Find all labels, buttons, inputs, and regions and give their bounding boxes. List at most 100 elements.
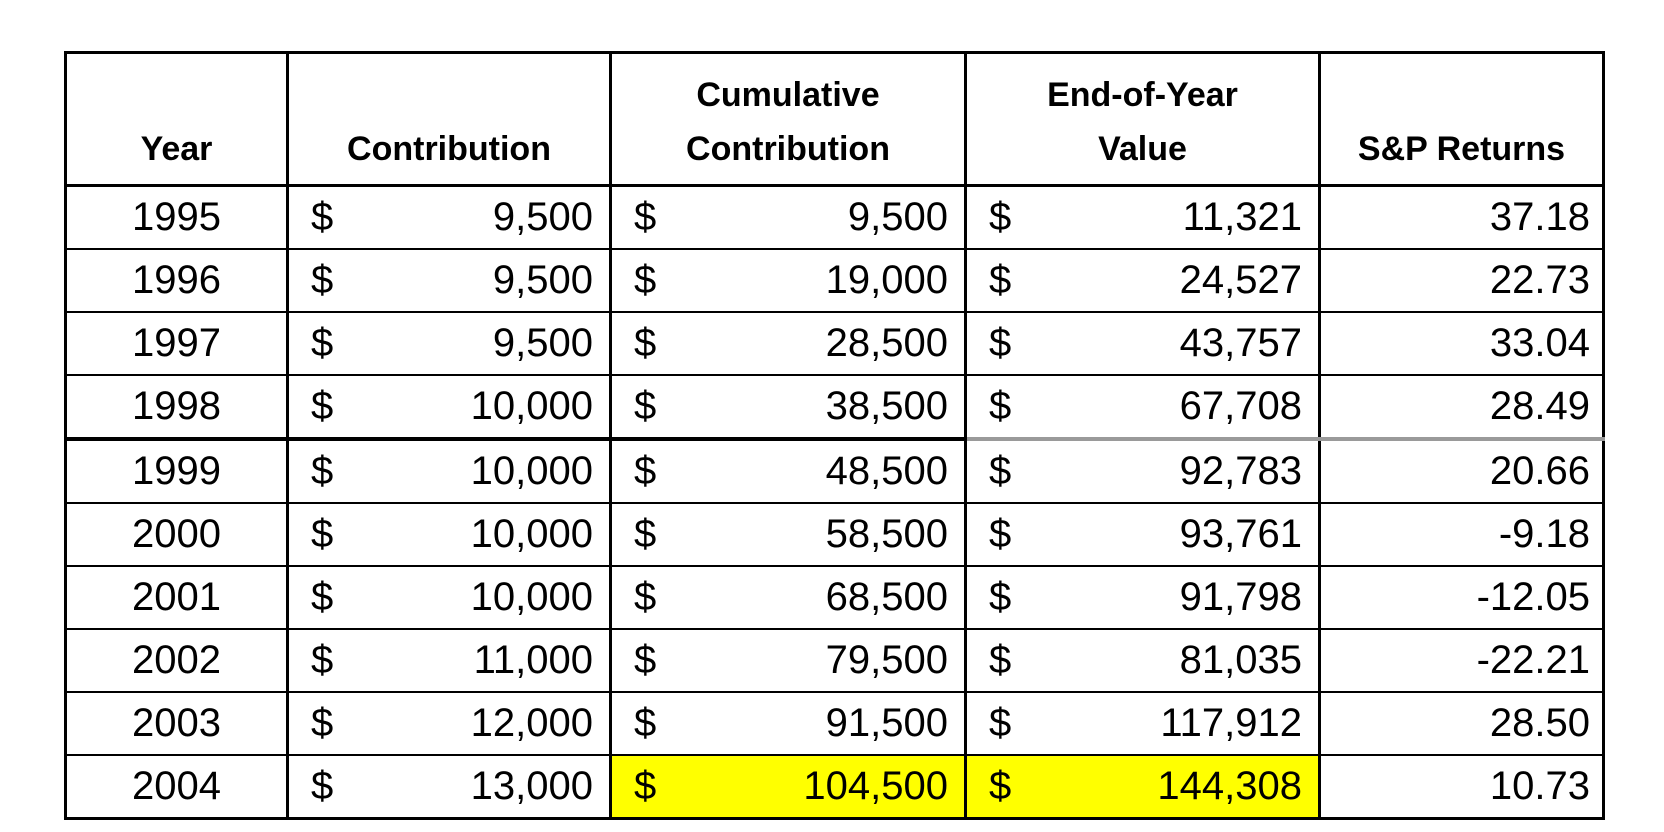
cell-contribution[interactable]: $9,500 — [286, 311, 612, 376]
amount: 19,000 — [825, 258, 948, 302]
currency-symbol: $ — [989, 764, 1012, 808]
currency-symbol: $ — [634, 258, 657, 302]
cell-end-of-year-value[interactable]: $24,527 — [964, 248, 1321, 313]
cell-cumulative-contribution[interactable]: $104,500 — [609, 754, 967, 820]
money-cell-content: $13,000 — [291, 764, 608, 809]
cell-end-of-year-value[interactable]: $91,798 — [964, 565, 1321, 630]
currency-symbol: $ — [989, 195, 1012, 239]
cell-cumulative-contribution[interactable]: $19,000 — [609, 248, 967, 313]
cell-cumulative-contribution[interactable]: $58,500 — [609, 502, 967, 567]
money-cell-content: $10,000 — [291, 449, 608, 494]
amount: 10,000 — [470, 512, 593, 556]
cell-year[interactable]: 1997 — [64, 311, 289, 376]
money-cell-content: $144,308 — [969, 764, 1317, 809]
currency-symbol: $ — [311, 449, 334, 493]
amount: 12,000 — [470, 701, 593, 745]
currency-symbol: $ — [311, 384, 334, 428]
cell-sp-return[interactable]: 33.04 — [1318, 311, 1605, 376]
cell-year[interactable]: 1998 — [64, 374, 289, 441]
currency-symbol: $ — [634, 638, 657, 682]
amount: 48,500 — [825, 449, 948, 493]
cell-end-of-year-value[interactable]: $117,912 — [964, 691, 1321, 756]
table-row-1995: 1995 $9,500 $9,500 $11,321 37.18 — [64, 184, 1605, 250]
cell-contribution[interactable]: $9,500 — [286, 184, 612, 250]
currency-symbol: $ — [311, 258, 334, 302]
cell-end-of-year-value[interactable]: $11,321 — [964, 184, 1321, 250]
amount: 10,000 — [470, 384, 593, 428]
cell-cumulative-contribution[interactable]: $48,500 — [609, 438, 967, 504]
cell-contribution[interactable]: $10,000 — [286, 374, 612, 441]
cell-year[interactable]: 2001 — [64, 565, 289, 630]
currency-symbol: $ — [634, 449, 657, 493]
cell-contribution[interactable]: $10,000 — [286, 502, 612, 567]
money-cell-content: $43,757 — [969, 321, 1317, 366]
currency-symbol: $ — [634, 764, 657, 808]
currency-symbol: $ — [634, 575, 657, 619]
cell-year[interactable]: 2000 — [64, 502, 289, 567]
cell-contribution[interactable]: $10,000 — [286, 565, 612, 630]
cell-year[interactable]: 2002 — [64, 628, 289, 693]
cell-contribution[interactable]: $9,500 — [286, 248, 612, 313]
money-cell-content: $10,000 — [291, 575, 608, 620]
amount: 144,308 — [1157, 764, 1302, 808]
currency-symbol: $ — [634, 195, 657, 239]
cell-sp-return[interactable]: -12.05 — [1318, 565, 1605, 630]
column-header-year[interactable]: Year — [64, 51, 289, 187]
cell-year[interactable]: 2004 — [64, 754, 289, 820]
cell-sp-return[interactable]: 10.73 — [1318, 754, 1605, 820]
cell-sp-return[interactable]: 22.73 — [1318, 248, 1605, 313]
column-header-end_of_year_value[interactable]: End-of-Year Value — [964, 51, 1321, 187]
currency-symbol: $ — [989, 701, 1012, 745]
cell-end-of-year-value[interactable]: $92,783 — [964, 438, 1321, 504]
amount: 28,500 — [825, 321, 948, 365]
currency-symbol: $ — [634, 384, 657, 428]
money-cell-content: $10,000 — [291, 384, 608, 429]
cell-sp-return[interactable]: 20.66 — [1318, 438, 1605, 504]
cell-cumulative-contribution[interactable]: $38,500 — [609, 374, 967, 441]
cell-year[interactable]: 1999 — [64, 438, 289, 504]
money-cell-content: $9,500 — [291, 321, 608, 366]
money-cell-content: $9,500 — [291, 258, 608, 303]
cell-end-of-year-value[interactable]: $67,708 — [964, 374, 1321, 441]
column-header-label: Contribution — [347, 130, 551, 168]
cell-contribution[interactable]: $11,000 — [286, 628, 612, 693]
currency-symbol: $ — [989, 512, 1012, 556]
cell-year[interactable]: 2003 — [64, 691, 289, 756]
cell-sp-return[interactable]: -22.21 — [1318, 628, 1605, 693]
cell-cumulative-contribution[interactable]: $28,500 — [609, 311, 967, 376]
cell-sp-return[interactable]: 28.50 — [1318, 691, 1605, 756]
cell-contribution[interactable]: $10,000 — [286, 438, 612, 504]
cell-cumulative-contribution[interactable]: $79,500 — [609, 628, 967, 693]
cell-cumulative-contribution[interactable]: $91,500 — [609, 691, 967, 756]
cell-year[interactable]: 1995 — [64, 184, 289, 250]
cell-end-of-year-value[interactable]: $43,757 — [964, 311, 1321, 376]
table-row-1996: 1996 $9,500 $19,000 $24,527 22.73 — [64, 248, 1605, 313]
cell-cumulative-contribution[interactable]: $9,500 — [609, 184, 967, 250]
amount: 9,500 — [492, 321, 593, 365]
column-header-contribution[interactable]: Contribution — [286, 51, 612, 187]
cell-end-of-year-value[interactable]: $144,308 — [964, 754, 1321, 820]
amount: 92,783 — [1179, 449, 1302, 493]
cell-contribution[interactable]: $13,000 — [286, 754, 612, 820]
column-header-cumulative_contribution[interactable]: Cumulative Contribution — [609, 51, 967, 187]
cell-end-of-year-value[interactable]: $93,761 — [964, 502, 1321, 567]
column-header-sp_returns[interactable]: S&P Returns — [1318, 51, 1605, 187]
cell-sp-return[interactable]: -9.18 — [1318, 502, 1605, 567]
amount: 10,000 — [470, 575, 593, 619]
currency-symbol: $ — [634, 321, 657, 365]
money-cell-content: $91,500 — [614, 701, 963, 746]
amount: 38,500 — [825, 384, 948, 428]
cell-end-of-year-value[interactable]: $81,035 — [964, 628, 1321, 693]
table-row-2002: 2002 $11,000 $79,500 $81,035 -22.21 — [64, 628, 1605, 693]
currency-symbol: $ — [311, 321, 334, 365]
amount: 10,000 — [470, 449, 593, 493]
amount: 79,500 — [825, 638, 948, 682]
cell-sp-return[interactable]: 37.18 — [1318, 184, 1605, 250]
amount: 91,500 — [825, 701, 948, 745]
currency-symbol: $ — [989, 384, 1012, 428]
cell-sp-return[interactable]: 28.49 — [1318, 374, 1605, 441]
cell-cumulative-contribution[interactable]: $68,500 — [609, 565, 967, 630]
amount: 24,527 — [1179, 258, 1302, 302]
cell-contribution[interactable]: $12,000 — [286, 691, 612, 756]
cell-year[interactable]: 1996 — [64, 248, 289, 313]
